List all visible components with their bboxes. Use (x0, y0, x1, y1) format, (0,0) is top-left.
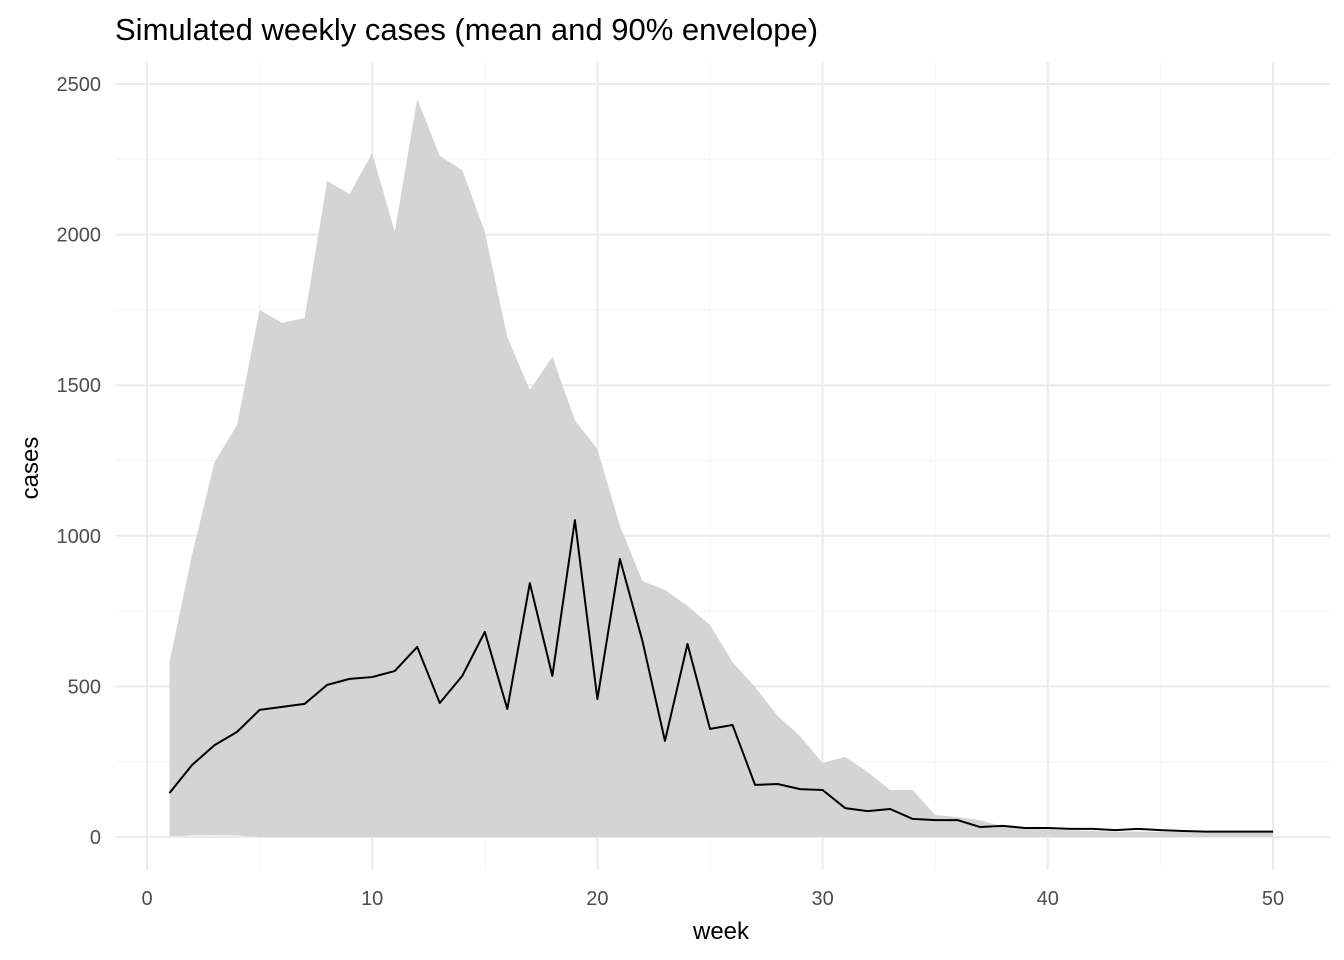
y-axis-title: cases (17, 437, 44, 500)
x-tick-label: 50 (1262, 888, 1284, 910)
y-tick-label: 2500 (57, 74, 102, 96)
y-tick-label: 1500 (57, 375, 102, 397)
y-tick-label: 2000 (57, 225, 102, 247)
x-tick-label: 40 (1037, 888, 1059, 910)
x-axis-ticks: 0 10 20 30 40 50 (141, 888, 1284, 910)
x-axis-title: week (692, 918, 750, 945)
x-tick-label: 30 (811, 888, 833, 910)
y-axis-ticks: 0 500 1000 1500 2000 2500 (57, 74, 102, 849)
mean-line (168, 519, 1273, 833)
chart-title: Simulated weekly cases (mean and 90% env… (115, 12, 818, 47)
y-tick-label: 500 (68, 676, 101, 698)
x-tick-label: 20 (586, 888, 608, 910)
y-tick-label: 0 (90, 827, 101, 849)
x-tick-label: 10 (361, 888, 383, 910)
envelope-band (169, 99, 1273, 837)
y-tick-label: 1000 (57, 526, 102, 548)
x-tick-label: 0 (141, 888, 152, 910)
